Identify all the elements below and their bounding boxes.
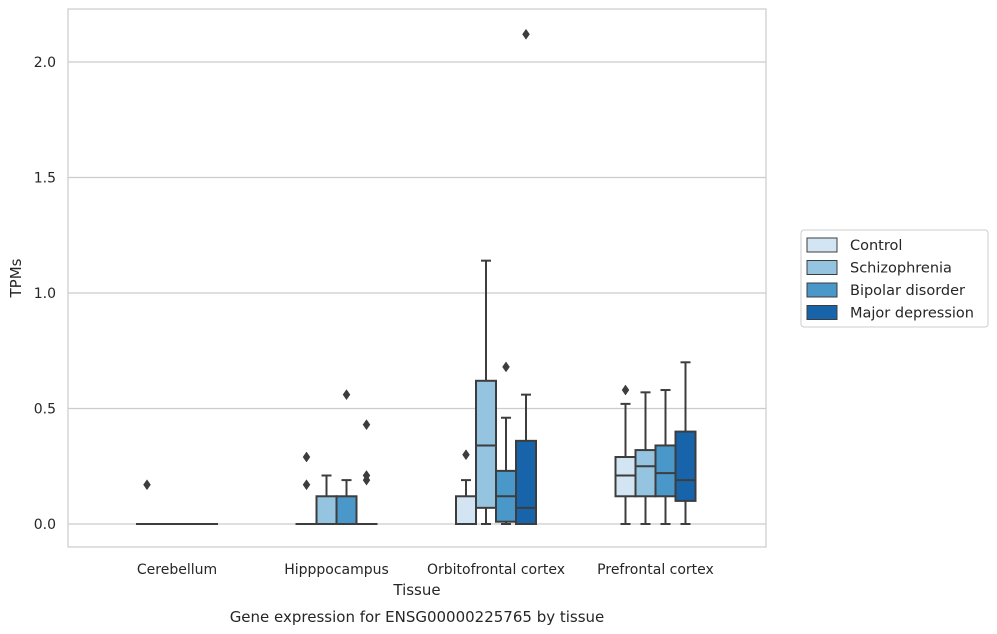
legend-frame xyxy=(800,229,989,328)
box-body xyxy=(475,379,497,509)
outlier-point xyxy=(302,451,311,463)
plot-area-frame xyxy=(67,8,767,548)
box xyxy=(674,361,697,525)
y-axis-ticks: 0.0 0.5 1.0 1.5 2.0 xyxy=(34,55,56,533)
box xyxy=(475,259,497,525)
y-tick-label: 0.5 xyxy=(34,402,56,418)
box xyxy=(335,389,358,525)
legend-swatch xyxy=(806,237,838,253)
outlier-point xyxy=(362,419,371,431)
box-body xyxy=(315,495,338,525)
y-axis-label: TPMs xyxy=(7,258,25,298)
series-bipolar-disorder xyxy=(176,361,677,526)
legend: Control Schizophrenia Bipolar disorder Majo… xyxy=(800,229,989,328)
y-tick-label: 2.0 xyxy=(34,55,56,71)
outlier-point xyxy=(621,384,630,396)
outlier-point xyxy=(302,479,311,491)
legend-swatch xyxy=(806,282,838,298)
box-series-group xyxy=(136,28,697,526)
legend-label: Control xyxy=(850,238,902,254)
series-schizophrenia xyxy=(156,259,657,526)
legend-label: Schizophrenia xyxy=(850,261,952,277)
legend-label: Bipolar disorder xyxy=(850,283,965,299)
x-tick-label: Cerebellum xyxy=(137,562,217,578)
box-body xyxy=(614,456,637,498)
legend-item: Control xyxy=(806,237,902,254)
x-tick-label: Hipppocampus xyxy=(284,562,389,578)
outlier-point xyxy=(143,479,151,491)
box xyxy=(654,389,677,525)
outlier-point xyxy=(522,28,530,40)
legend-item: Schizophrenia xyxy=(806,260,952,277)
box xyxy=(634,391,657,525)
box xyxy=(295,451,318,526)
legend-swatch xyxy=(806,260,838,275)
outlier-point xyxy=(462,449,470,461)
box-body xyxy=(634,449,657,498)
box xyxy=(136,479,158,526)
box xyxy=(614,384,637,525)
legend-item: Major depression xyxy=(806,305,974,322)
x-axis-label: Tissue xyxy=(392,581,440,599)
series-control xyxy=(136,384,637,526)
box xyxy=(515,28,537,525)
x-tick-label: Prefrontal cortex xyxy=(597,562,714,578)
outlier-point xyxy=(342,389,351,401)
chart-caption: Gene expression for ENSG00000225765 by t… xyxy=(230,608,605,626)
box-body xyxy=(455,495,477,525)
box-body xyxy=(654,444,677,498)
series-major-depression xyxy=(196,28,697,526)
outlier-point xyxy=(362,470,371,481)
y-tick-label: 1.0 xyxy=(34,286,56,302)
box xyxy=(315,474,338,525)
legend-swatch xyxy=(806,305,838,320)
box-body xyxy=(674,430,697,502)
legend-label: Major depression xyxy=(850,306,974,322)
y-tick-label: 1.5 xyxy=(34,171,56,187)
y-tick-label: 0.0 xyxy=(34,517,56,533)
box xyxy=(355,419,378,526)
box xyxy=(455,449,477,525)
box-body xyxy=(335,495,358,525)
box xyxy=(495,361,517,525)
box-body xyxy=(515,439,537,525)
x-axis-ticks: Cerebellum Hipppocampus Orbitofrontal cort… xyxy=(137,562,714,578)
x-tick-label: Orbitofrontal cortex xyxy=(427,562,565,578)
legend-item: Bipolar disorder xyxy=(806,282,965,299)
outlier-point xyxy=(502,361,510,373)
